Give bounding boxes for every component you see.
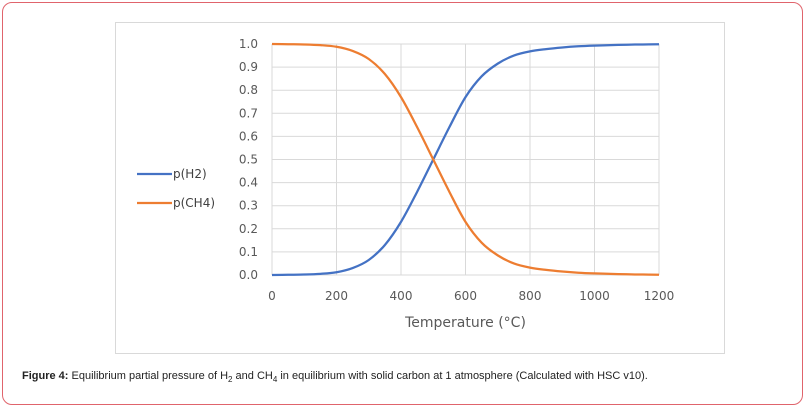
series-lines [271, 42, 660, 277]
x-tick-label: 200 [325, 289, 348, 303]
legend-label: p(CH4) [173, 196, 215, 210]
caption-text-a: Equilibrium partial pressure of H [68, 370, 229, 382]
x-tick-label: 1200 [644, 289, 675, 303]
grid-lines [271, 43, 660, 276]
caption-text-c: in equilibrium with solid carbon at 1 at… [277, 370, 648, 382]
y-tick-label: 0.6 [239, 129, 258, 143]
x-tick-label: 800 [519, 289, 542, 303]
x-tick-label: 0 [268, 289, 276, 303]
y-tick-label: 0.5 [239, 153, 258, 167]
figure-frame [2, 2, 803, 405]
x-tick-labels: 0 200 400 600 800 1000 1200 [268, 289, 674, 303]
caption-text-b: and CH [232, 370, 273, 382]
y-tick-label: 0.9 [239, 60, 258, 74]
x-tick-label: 1000 [579, 289, 610, 303]
x-axis-title: Temperature (°C) [404, 315, 526, 331]
series-line-h2 [271, 43, 660, 277]
y-tick-label: 0.7 [239, 106, 258, 120]
legend: p(H2) p(CH4) [137, 167, 215, 210]
x-tick-label: 400 [390, 289, 413, 303]
caption-sub-b: 4 [272, 375, 278, 384]
y-tick-label: 0.2 [239, 222, 258, 236]
legend-label: p(H2) [173, 167, 207, 181]
caption-label: Figure 4: [22, 370, 69, 382]
x-tick-label: 600 [454, 289, 477, 303]
caption-sub-a: 2 [228, 375, 233, 384]
y-tick-label: 0.1 [239, 245, 258, 259]
y-tick-label: 1.0 [239, 37, 258, 51]
chart-area [115, 22, 725, 354]
y-tick-label: 0.4 [239, 176, 258, 190]
y-tick-label: 0.8 [239, 83, 258, 97]
y-tick-label: 0.0 [239, 268, 258, 282]
figure-caption: Figure 4: Equilibrium partial pressure o… [22, 370, 648, 384]
y-tick-label: 0.3 [239, 199, 258, 213]
series-line-ch4 [271, 42, 660, 276]
y-tick-labels: 0.0 0.1 0.2 0.3 0.4 0.5 0.6 0.7 0.8 0.9 1.0 [239, 37, 258, 282]
